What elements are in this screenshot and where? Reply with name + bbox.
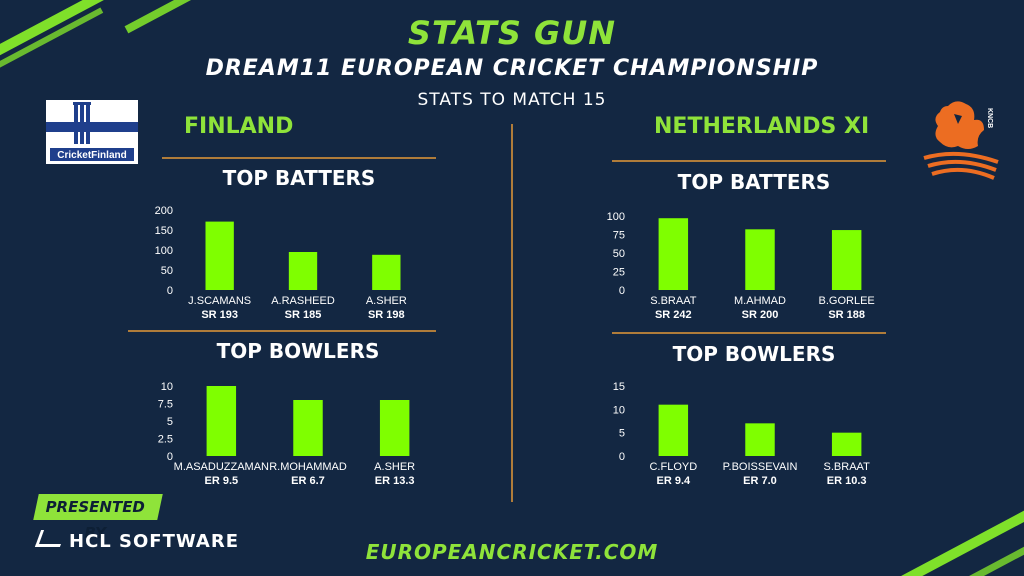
y-tick-label: 2.5 [158, 434, 173, 446]
bar [288, 252, 318, 290]
bar [379, 400, 410, 456]
x-category-label: C.FLOYD [649, 461, 697, 473]
center-divider [511, 124, 513, 502]
bar [831, 432, 862, 456]
y-tick-label: 0 [619, 451, 625, 463]
event-subtitle: DREAM11 EUROPEAN CRICKET CHAMPIONSHIP [205, 56, 819, 81]
divider-rule [162, 157, 436, 159]
bar [205, 221, 234, 290]
bar [206, 386, 237, 456]
netherlands-batters-chart: 0 25 50 75 100 S.BRAAT SR 242 M.AHMAD SR 200 B.GO… [607, 211, 875, 321]
y-tick-label: 50 [613, 248, 625, 260]
y-tick-label: 25 [613, 267, 625, 279]
rate-sublabel: ER 9.5 [205, 475, 239, 487]
x-category-label: P.BOISSEVAIN [723, 461, 798, 473]
netherlands-bowlers-heading: TOP BOWLERS [672, 342, 836, 366]
main-title: STATS GUN [407, 14, 617, 52]
rate-sublabel: ER 6.7 [291, 475, 325, 487]
x-category-label: S.BRAAT [824, 461, 871, 473]
divider-rule [612, 160, 886, 162]
divider-rule [128, 330, 436, 332]
x-category-label: A.RASHEED [271, 295, 335, 307]
y-tick-label: 100 [155, 245, 173, 257]
rate-sublabel: SR 198 [368, 309, 405, 321]
presented-by-badge: PRESENTED BY [33, 494, 163, 542]
x-category-label: J.SCAMANS [188, 295, 251, 307]
y-tick-label: 200 [155, 205, 173, 217]
y-tick-label: 5 [167, 416, 173, 428]
rate-sublabel: SR 200 [742, 309, 779, 321]
y-tick-label: 100 [607, 211, 625, 223]
netherlands-bowlers-chart: 0 5 10 15 C.FLOYD ER 9.4 P.BOISSEVAIN ER 7.0 S.B… [613, 381, 871, 487]
match-caption: STATS TO MATCH 15 [417, 90, 607, 110]
y-tick-label: 15 [613, 381, 625, 393]
kncb-lion-logo: KNCB [923, 101, 999, 180]
rate-sublabel: ER 10.3 [827, 475, 867, 487]
x-category-label: M.ASADUZZAMAN [174, 461, 269, 473]
team-name-netherlands: NETHERLANDS XI [654, 114, 870, 139]
rate-sublabel: ER 13.3 [375, 475, 415, 487]
x-category-label: M.AHMAD [734, 295, 786, 307]
divider-rule [612, 332, 886, 334]
rate-sublabel: SR 242 [655, 309, 692, 321]
rate-sublabel: SR 188 [828, 309, 865, 321]
y-tick-label: 10 [613, 404, 625, 416]
cricket-finland-logo: CricketFinland [46, 100, 138, 164]
kncb-logo-text: KNCB [986, 108, 993, 128]
finland-bowlers-chart: 0 2.5 5 7.5 10 M.ASADUZZAMAN ER 9.5 R.MOHAMMAD E… [158, 381, 415, 487]
bar [372, 254, 401, 290]
website-link[interactable]: EUROPEANCRICKET.COM [365, 540, 659, 564]
cricket-finland-logo-text: CricketFinland [57, 150, 126, 161]
y-tick-label: 5 [619, 428, 625, 440]
x-category-label: R.MOHAMMAD [269, 461, 347, 473]
cricket-finland-logo-mark: CricketFinland [46, 100, 138, 164]
x-category-label: A.SHER [374, 461, 415, 473]
rate-sublabel: ER 9.4 [657, 475, 692, 487]
y-tick-label: 75 [613, 230, 625, 242]
bar [658, 404, 689, 456]
rate-sublabel: ER 7.0 [743, 475, 777, 487]
y-tick-label: 10 [161, 381, 173, 393]
y-tick-label: 150 [155, 225, 173, 237]
y-tick-label: 0 [619, 285, 625, 297]
netherlands-batters-heading: TOP BATTERS [677, 170, 831, 194]
bar [658, 218, 689, 290]
y-tick-label: 0 [167, 285, 173, 297]
x-category-label: B.GORLEE [819, 295, 875, 307]
rate-sublabel: SR 193 [201, 309, 238, 321]
finland-bowlers-heading: TOP BOWLERS [216, 339, 380, 363]
finland-batters-heading: TOP BATTERS [222, 166, 376, 190]
y-tick-label: 7.5 [158, 399, 173, 411]
x-category-label: S.BRAAT [650, 295, 697, 307]
y-tick-label: 50 [161, 265, 173, 277]
y-tick-label: 0 [167, 451, 173, 463]
sponsor-logo: HCL SOFTWARE [34, 530, 239, 552]
bar [745, 423, 775, 456]
x-category-label: A.SHER [366, 295, 407, 307]
finland-batters-chart: 0 50 100 150 200 J.SCAMANS SR 193 A.RASHEED SR 1… [155, 205, 407, 321]
rate-sublabel: SR 185 [285, 309, 322, 321]
team-name-finland: FINLAND [184, 114, 294, 139]
bar [293, 400, 323, 456]
sponsor-name: HCL SOFTWARE [69, 531, 239, 552]
bar [745, 229, 775, 290]
bar [831, 230, 862, 290]
